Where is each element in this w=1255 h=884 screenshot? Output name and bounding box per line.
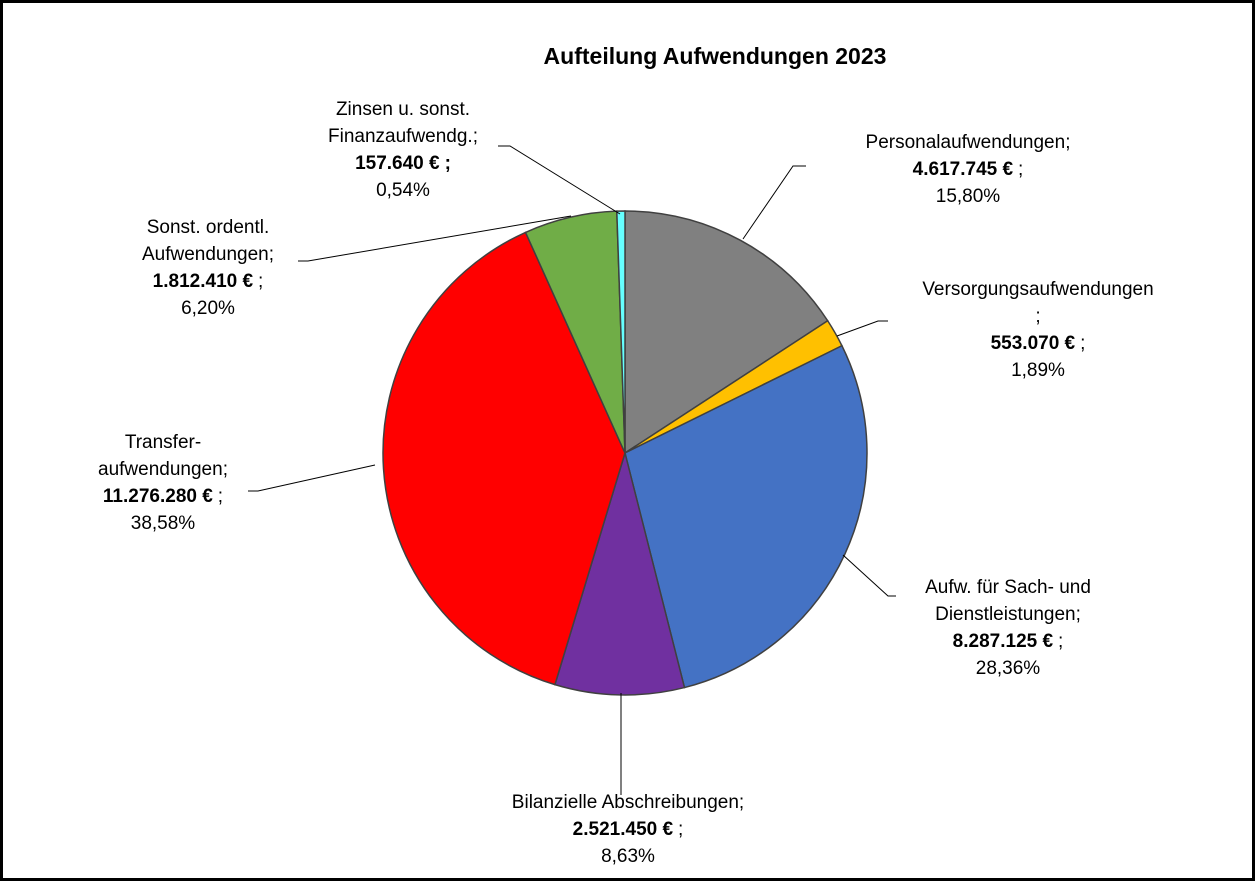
label-separator: ; [1065,132,1071,153]
label-name-line: Versorgungsaufwendungen; [888,276,1188,330]
data-label: Bilanzielle Abschreibungen; 2.521.450 €; 8… [468,789,788,870]
label-value-line: 1.812.410 €; [123,268,293,295]
label-name: Bilanzielle Abschreibungen [511,792,739,813]
chart: Aufteilung Aufwendungen 2023 [248,43,896,795]
label-separator: ; [258,271,264,292]
label-name-line: Sonst. ordentl. Aufwendungen; [123,214,293,268]
label-name: Personalaufwendungen [865,132,1066,153]
label-percent-line: 38,58% [83,510,243,537]
label-name: Aufw. für Sach- und Dienstleistungen [925,577,1091,625]
label-value-line: 11.276.280 €; [83,483,243,510]
label-value-line: 8.287.125 €; [888,628,1128,655]
percent-label: 1,89% [1011,360,1065,381]
percent-label: 38,58% [130,513,196,534]
leader-line [298,215,572,262]
label-name-line: Transfer-aufwendungen; [83,429,243,483]
chart-title: Aufteilung Aufwendungen 2023 [544,43,887,69]
label-name-line: Bilanzielle Abschreibungen; [468,789,788,816]
label-separator: ; [472,126,478,147]
data-label: Aufw. für Sach- und Dienstleistungen; 8.2… [888,574,1128,682]
leader-line [248,464,376,492]
data-label: Versorgungsaufwendungen; 553.070 €; 1,89% [888,276,1188,384]
pie-slice [624,210,829,455]
leader-line [498,145,621,215]
label-name: Versorgungsaufwendungen [922,279,1154,300]
pie-slice [624,344,868,689]
percent-label: 6,20% [181,298,235,319]
pie-slice [382,231,626,686]
label-name-line: Personalaufwendungen; [818,129,1118,156]
label-name: Sonst. ordentl. Aufwendungen [141,217,270,265]
label-percent-line: 6,20% [123,295,293,322]
label-separator: ; [1058,631,1064,652]
leader-line [836,320,888,337]
label-separator: ; [222,459,228,480]
label-percent-line: 0,54% [308,177,498,204]
label-percent-line: 8,63% [468,843,788,870]
data-label: Transfer-aufwendungen; 11.276.280 €; 38,58… [83,429,243,537]
label-name-line: Zinsen u. sonst. Finanzaufwendg.; [308,96,498,150]
label-percent-line: 15,80% [818,183,1118,210]
percent-label: 8,63% [601,846,655,867]
label-value-line: 553.070 €; [888,330,1188,357]
label-separator: ; [1035,306,1041,327]
value-label: 1.812.410 € [152,271,254,292]
leader-line [842,554,896,597]
data-label: Personalaufwendungen; 4.617.745 €; 15,80% [818,129,1118,210]
value-label: 157.640 € [355,153,440,174]
data-label: Sonst. ordentl. Aufwendungen; 1.812.410 €… [123,214,293,322]
leader-line [742,165,806,240]
label-value-line: 4.617.745 €; [818,156,1118,183]
label-separator: ; [1018,159,1024,180]
label-separator: ; [268,244,275,265]
label-separator: ; [1075,604,1081,625]
label-name-line: Aufw. für Sach- und Dienstleistungen; [888,574,1128,628]
pie-slice [616,210,626,454]
label-separator: ; [444,153,451,174]
label-separator: ; [738,792,745,813]
label-separator: ; [217,486,224,507]
label-percent-line: 28,36% [888,655,1128,682]
label-name: Transfer-aufwendungen [98,432,223,480]
label-value-line: 2.521.450 €; [468,816,788,843]
label-separator: ; [678,819,684,840]
value-label: 4.617.745 € [912,159,1014,180]
label-value-line: 157.640 €; [308,150,498,177]
value-label: 8.287.125 € [952,631,1054,652]
value-label: 553.070 € [990,333,1076,354]
pie-slice [553,450,686,696]
value-label: 2.521.450 € [572,819,674,840]
percent-label: 15,80% [935,186,1001,207]
label-separator: ; [1080,333,1086,354]
percent-label: 28,36% [975,658,1041,679]
label-percent-line: 1,89% [888,357,1188,384]
label-name: Zinsen u. sonst. Finanzaufwendg. [328,99,473,147]
percent-label: 0,54% [376,180,430,201]
value-label: 11.276.280 € [102,486,213,507]
data-label: Zinsen u. sonst. Finanzaufwendg.; 157.640… [308,96,498,204]
